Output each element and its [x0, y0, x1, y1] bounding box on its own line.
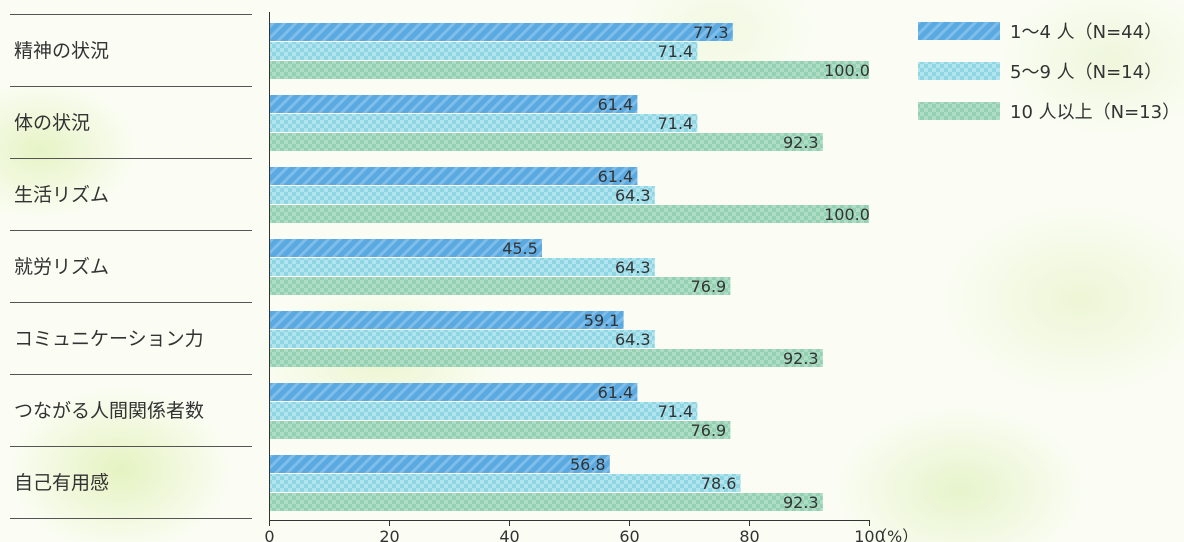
x-tick-label: 40 [499, 527, 519, 542]
data-label: 59.1 [584, 311, 620, 330]
data-label: 100.0 [824, 205, 870, 224]
data-label: 92.3 [783, 133, 819, 152]
x-tick-label: 100 [854, 527, 885, 542]
bar [269, 258, 655, 276]
data-label: 64.3 [615, 330, 651, 349]
bar [269, 239, 542, 257]
category-labels: 精神の状況体の状況生活リズム就労リズムコミュニケーション力つながる人間関係者数自… [14, 40, 204, 494]
category-label: コミュニケーション力 [14, 328, 204, 350]
x-tick-label: 0 [264, 527, 274, 542]
data-label: 92.3 [783, 349, 819, 368]
bar [269, 61, 869, 79]
data-label: 71.4 [658, 114, 694, 133]
bar [269, 330, 655, 348]
bar [269, 311, 624, 329]
data-label: 76.9 [691, 277, 727, 296]
data-label: 61.4 [598, 383, 634, 402]
data-label: 61.4 [598, 95, 634, 114]
data-label: 71.4 [658, 402, 694, 421]
x-tick-label: 20 [379, 527, 399, 542]
category-label: 生活リズム [14, 184, 109, 206]
data-label: 64.3 [615, 186, 651, 205]
legend-swatch [918, 22, 1000, 40]
bar [269, 23, 733, 41]
bar [269, 474, 741, 492]
legend-swatch [918, 102, 1000, 120]
bar [269, 455, 610, 473]
category-label: 就労リズム [14, 256, 109, 278]
data-label: 78.6 [701, 474, 737, 493]
bar [269, 421, 731, 439]
legend: 1～4 人（N=44） 5～9 人（N=14） 10 人以上（N=13） [918, 22, 1180, 123]
bar [269, 186, 655, 204]
bar [269, 493, 823, 511]
data-label: 64.3 [615, 258, 651, 277]
data-label: 92.3 [783, 493, 819, 512]
data-label: 61.4 [598, 167, 634, 186]
legend-label: 10 人以上（N=13） [1010, 102, 1180, 123]
legend-swatch [918, 62, 1000, 80]
bars [269, 23, 869, 511]
bar [269, 133, 823, 151]
category-label: 精神の状況 [14, 40, 109, 62]
category-dividers [10, 14, 252, 519]
category-label: 体の状況 [14, 112, 90, 134]
data-label: 77.3 [693, 23, 729, 42]
bar [269, 167, 638, 185]
data-label: 45.5 [502, 239, 538, 258]
category-label: つながる人間関係者数 [14, 400, 204, 422]
bar [269, 349, 823, 367]
legend-label: 1～4 人（N=44） [1010, 22, 1162, 43]
bar [269, 277, 731, 295]
x-unit-label: （%） [871, 527, 918, 542]
legend-label: 5～9 人（N=14） [1010, 62, 1162, 83]
bar [269, 42, 698, 60]
bar [269, 95, 638, 113]
x-tick-label: 80 [739, 527, 759, 542]
value-labels: 77.3 61.4 61.4 45.5 59.1 61.4 56.8 71.4 71.4 64.3… [502, 23, 870, 512]
x-axis: 0 20 40 60 80 100（%） [264, 12, 918, 542]
x-tick-label: 60 [619, 527, 639, 542]
bar [269, 114, 698, 132]
data-label: 76.9 [691, 421, 727, 440]
category-label: 自己有用感 [14, 472, 109, 494]
bar [269, 205, 869, 223]
data-label: 56.8 [570, 455, 606, 474]
bar [269, 383, 638, 401]
data-label: 71.4 [658, 42, 694, 61]
bar [269, 402, 698, 420]
data-label: 100.0 [824, 61, 870, 80]
